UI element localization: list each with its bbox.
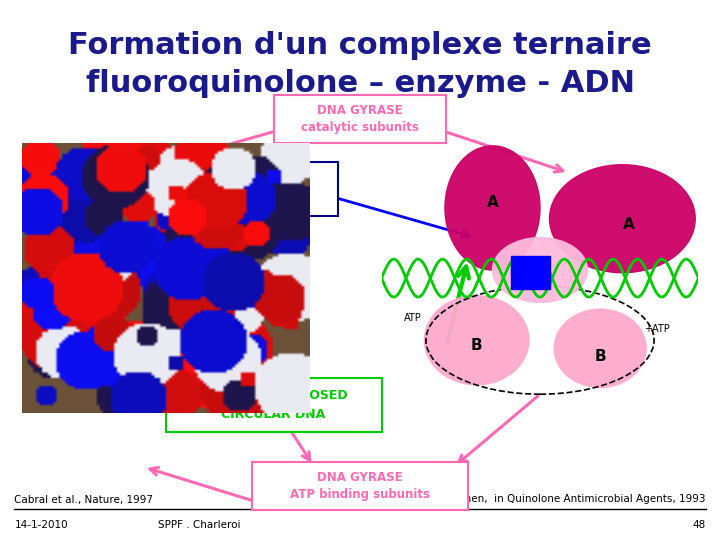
Text: CIRCULAR DNA: CIRCULAR DNA	[222, 408, 325, 421]
Text: Shen,  in Quinolone Antimicrobial Agents, 1993: Shen, in Quinolone Antimicrobial Agents,…	[458, 495, 706, 504]
Text: Formation d'un complexe ternaire: Formation d'un complexe ternaire	[68, 31, 652, 60]
Text: A: A	[487, 195, 498, 210]
Ellipse shape	[445, 146, 540, 270]
Text: B: B	[595, 349, 606, 364]
Text: B: B	[471, 338, 482, 353]
Text: ATP binding subunits: ATP binding subunits	[290, 488, 430, 501]
FancyBboxPatch shape	[274, 94, 446, 143]
Text: fluoroquinolone – enzyme - ADN: fluoroquinolone – enzyme - ADN	[86, 69, 634, 98]
Text: SPPF . Charleroi: SPPF . Charleroi	[158, 520, 241, 530]
Text: DNA GYRASE: DNA GYRASE	[318, 471, 402, 484]
Text: A: A	[623, 217, 634, 232]
Text: FLUOROQUINOLONES:: FLUOROQUINOLONES:	[139, 173, 293, 186]
Ellipse shape	[549, 165, 696, 273]
Text: ATP: ATP	[405, 313, 422, 323]
Ellipse shape	[554, 309, 646, 388]
Text: catalytic subunits: catalytic subunits	[301, 120, 419, 133]
Bar	[511, 256, 549, 289]
Text: +ATP: +ATP	[644, 324, 670, 334]
Ellipse shape	[492, 238, 588, 302]
Text: Cabral et al., Nature, 1997: Cabral et al., Nature, 1997	[14, 495, 153, 504]
Text: 4 stacked molecules: 4 stacked molecules	[145, 192, 287, 205]
Text: COVALENTLY CLOSED: COVALENTLY CLOSED	[199, 389, 348, 402]
FancyBboxPatch shape	[166, 378, 382, 432]
FancyBboxPatch shape	[252, 462, 468, 510]
Text: DNA GYRASE: DNA GYRASE	[318, 104, 402, 117]
Ellipse shape	[424, 295, 529, 384]
FancyBboxPatch shape	[94, 162, 338, 216]
Text: 48: 48	[693, 520, 706, 530]
Text: 14-1-2010: 14-1-2010	[14, 520, 68, 530]
